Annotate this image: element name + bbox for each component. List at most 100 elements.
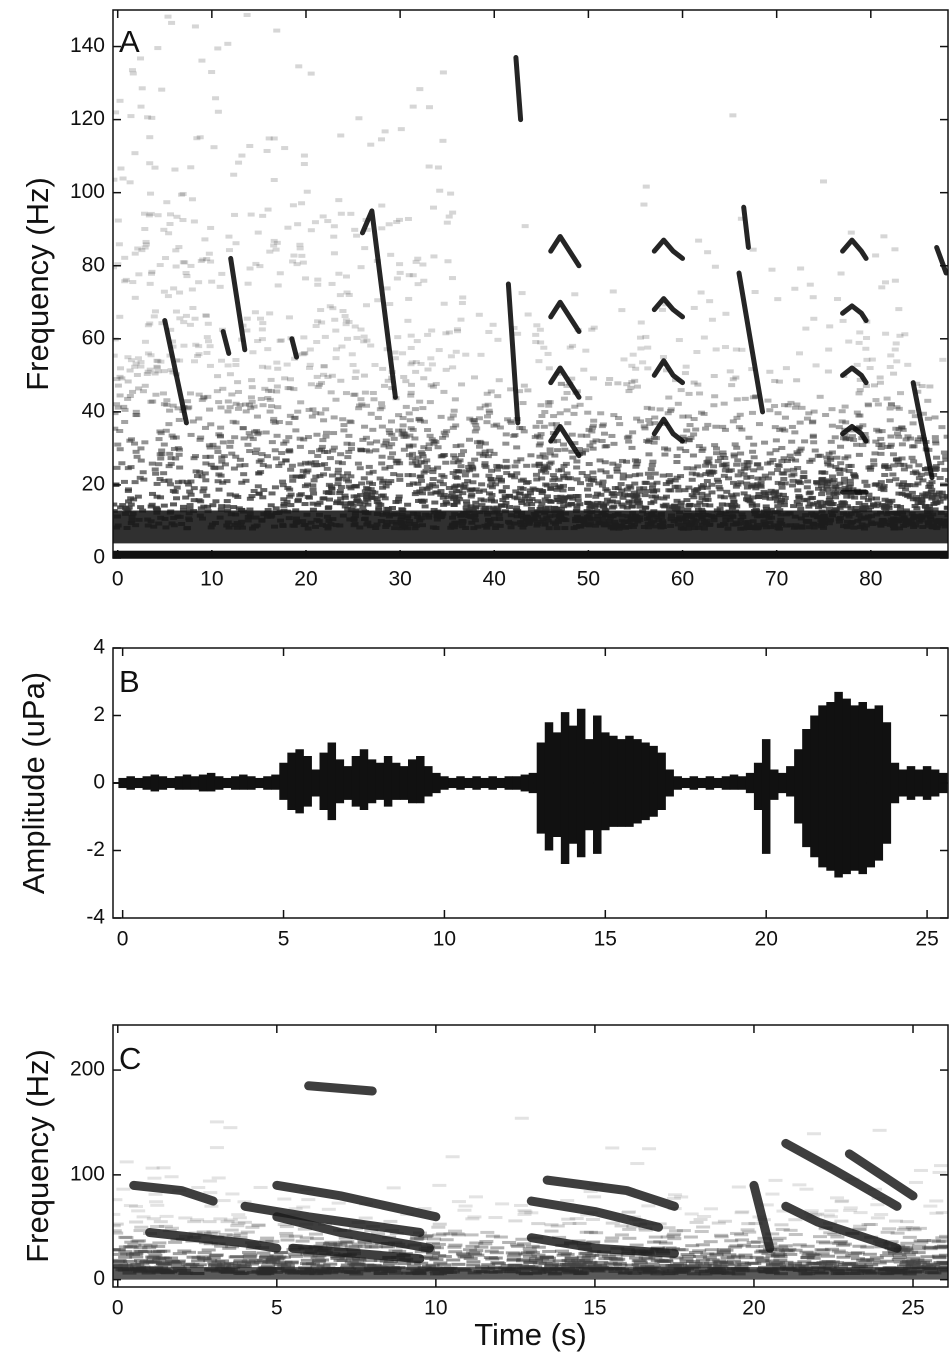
noise-speckle (387, 455, 395, 460)
noise-speckle (264, 396, 272, 401)
noise-speckle (417, 478, 425, 483)
noise-speckle (360, 334, 368, 339)
noise-speckle (276, 271, 284, 276)
noise-speckle (794, 466, 802, 471)
noise-speckle (321, 1207, 336, 1211)
noise-speckle (914, 437, 922, 442)
noise-speckle (116, 447, 124, 452)
noise-speckle (419, 406, 427, 411)
noise-speckle (816, 1240, 831, 1244)
noise-speckle (554, 448, 562, 453)
noise-speckle (832, 507, 840, 512)
noise-speckle (923, 1204, 938, 1208)
noise-speckle (206, 407, 214, 412)
noise-speckle (748, 503, 756, 508)
noise-speckle (378, 493, 386, 498)
noise-speckle (265, 1260, 280, 1264)
noise-speckle (152, 392, 160, 397)
noise-speckle (349, 362, 357, 367)
noise-speckle (896, 333, 904, 338)
noise-speckle (319, 496, 327, 501)
noise-speckle (716, 487, 724, 492)
noise-speckle (384, 1260, 399, 1264)
noise-speckle (759, 1203, 774, 1207)
noise-speckle (538, 491, 546, 496)
noise-speckle (246, 507, 254, 512)
noise-speckle (766, 369, 774, 374)
noise-speckle (284, 225, 292, 230)
noise-speckle (843, 1208, 858, 1212)
noise-speckle (627, 385, 635, 390)
noise-speckle (393, 220, 401, 225)
noise-speckle (557, 1252, 572, 1256)
noise-speckle (732, 375, 740, 380)
call-contour (240, 1201, 425, 1237)
noise-speckle (886, 418, 894, 423)
noise-speckle (405, 411, 413, 416)
noise-speckle (718, 463, 726, 468)
noise-speckle (246, 266, 254, 271)
noise-speckle (173, 485, 181, 490)
noise-speckle (905, 482, 913, 487)
noise-speckle (429, 1246, 444, 1250)
noise-speckle (186, 391, 194, 396)
noise-speckle (501, 494, 509, 499)
noise-speckle (407, 345, 415, 350)
noise-speckle (880, 488, 888, 493)
noise-speckle (429, 1258, 444, 1262)
noise-speckle (408, 473, 416, 478)
noise-speckle (237, 1261, 252, 1265)
x-tick-label: 20 (294, 568, 317, 591)
noise-speckle (261, 1264, 276, 1268)
noise-speckle (152, 505, 160, 510)
noise-speckle (148, 115, 156, 120)
noise-speckle (685, 391, 693, 396)
noise-speckle (219, 480, 227, 485)
spectrogram-texture (113, 1116, 948, 1280)
noise-speckle (459, 295, 467, 300)
noise-speckle (373, 439, 381, 444)
noise-speckle (114, 262, 122, 267)
noise-speckle (775, 492, 783, 497)
noise-speckle (454, 494, 462, 499)
noise-speckle (897, 1264, 912, 1268)
noise-speckle (605, 1221, 620, 1225)
noise-speckle (519, 486, 527, 491)
noise-speckle (899, 482, 907, 487)
noise-speckle (618, 308, 626, 313)
noise-speckle (539, 1255, 554, 1259)
noise-speckle (147, 1250, 162, 1254)
noise-speckle (297, 400, 305, 405)
noise-speckle (584, 487, 592, 492)
noise-speckle (791, 430, 799, 435)
noise-speckle (840, 467, 848, 472)
noise-speckle (518, 291, 526, 296)
noise-speckle (295, 1239, 310, 1243)
noise-speckle (683, 428, 691, 433)
y-axis-label: Amplitude (uPa) (16, 672, 51, 894)
noise-speckle (677, 507, 685, 512)
noise-speckle (695, 1258, 710, 1262)
noise-speckle (614, 1233, 629, 1237)
noise-speckle (643, 489, 651, 494)
noise-speckle (796, 420, 804, 425)
noise-speckle (277, 1197, 292, 1201)
noise-speckle (439, 495, 447, 500)
noise-speckle (399, 351, 407, 356)
noise-speckle (738, 427, 746, 432)
noise-speckle (182, 270, 190, 275)
noise-speckle (702, 463, 710, 468)
noise-speckle (470, 420, 478, 425)
noise-speckle (293, 262, 301, 267)
noise-speckle (825, 490, 833, 495)
noise-speckle (507, 420, 515, 425)
noise-speckle (872, 482, 880, 487)
noise-speckle (157, 456, 165, 461)
noise-speckle (486, 448, 494, 453)
noise-speckle (434, 465, 442, 470)
noise-speckle (274, 366, 282, 371)
noise-speckle (869, 1256, 884, 1260)
noise-speckle (778, 445, 786, 450)
noise-speckle (808, 420, 816, 425)
noise-speckle (744, 463, 752, 468)
